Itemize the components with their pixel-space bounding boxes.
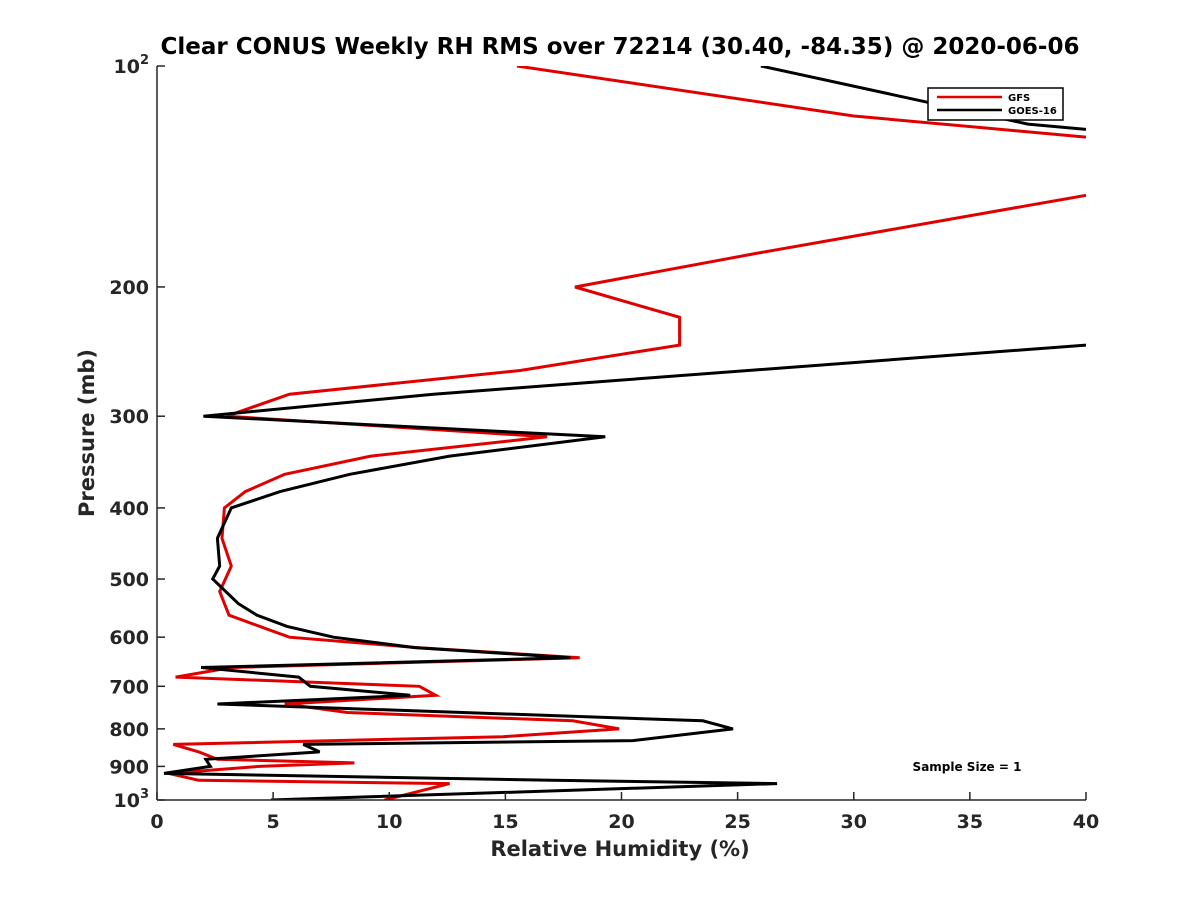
y-tick-label: 300 [109, 406, 149, 428]
legend-label-gfs: GFS [1008, 93, 1030, 104]
sample-size-annotation: Sample Size = 1 [913, 760, 1022, 774]
x-tick-label: 10 [376, 811, 402, 833]
x-tick-label: 30 [841, 811, 867, 833]
legend-label-goes16: GOES-16 [1008, 106, 1057, 117]
series-layer [163, 66, 1086, 800]
x-tick-layer: 0 5 10 15 20 25 30 35 40 [150, 792, 1099, 833]
y-tick-label: 800 [109, 719, 149, 741]
x-tick-label: 5 [267, 811, 280, 833]
y-tick-label: 700 [109, 676, 149, 698]
y-tick-label: 200 [109, 277, 149, 299]
y-tick-label: 900 [109, 756, 149, 778]
legend: GFS GOES-16 [927, 87, 1064, 121]
x-axis-label: Relative Humidity (%) [490, 837, 749, 861]
x-tick-label: 40 [1073, 811, 1099, 833]
y-tick-label: 500 [109, 569, 149, 591]
x-tick-label: 35 [957, 811, 983, 833]
x-tick-label: 20 [608, 811, 634, 833]
series-line-goes16 [163, 66, 1086, 800]
chart-title: Clear CONUS Weekly RH RMS over 72214 (30… [161, 34, 1080, 60]
x-tick-label: 15 [492, 811, 518, 833]
y-axis-label: Pressure (mb) [75, 349, 99, 517]
x-tick-label: 25 [724, 811, 750, 833]
y-tick-label: 600 [109, 627, 149, 649]
y-tick-label: 400 [109, 498, 149, 520]
legend-box [927, 87, 1064, 121]
x-tick-label: 0 [150, 811, 163, 833]
